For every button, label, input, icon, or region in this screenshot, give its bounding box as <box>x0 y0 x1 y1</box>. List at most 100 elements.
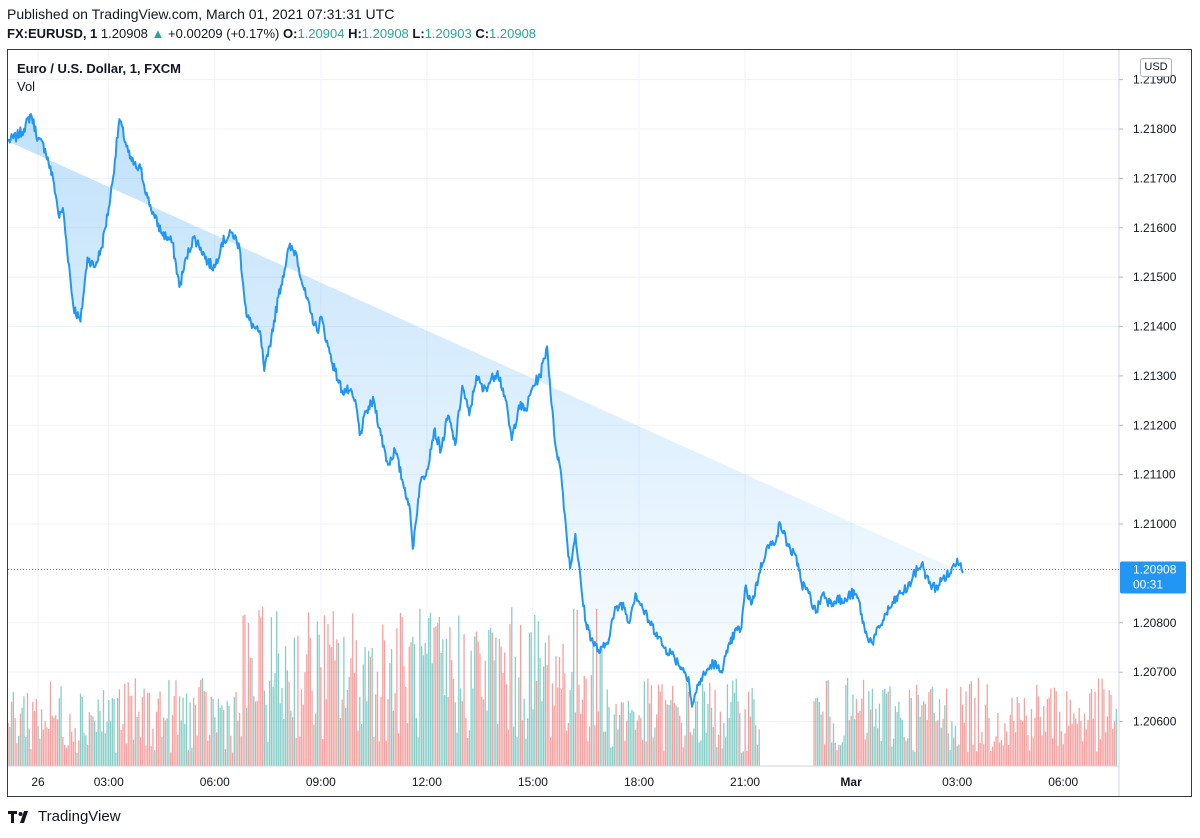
volume-bar <box>1043 705 1045 766</box>
volume-bar <box>903 737 905 766</box>
volume-bar <box>818 701 820 766</box>
volume-bar <box>896 711 898 766</box>
footer-brand[interactable]: TradingView <box>7 807 121 825</box>
volume-bar <box>352 613 354 766</box>
volume-bar <box>894 706 896 766</box>
volume-bar <box>493 660 495 766</box>
volume-bar <box>438 616 440 766</box>
volume-bar <box>295 737 297 766</box>
volume-bar <box>62 736 64 766</box>
volume-bar <box>1090 688 1093 766</box>
volume-bar <box>106 721 108 766</box>
volume-bar <box>583 675 585 766</box>
volume-bar <box>417 737 419 766</box>
volume-bar <box>249 657 251 766</box>
volume-bar <box>843 735 845 766</box>
volume-bar <box>747 691 750 766</box>
volume-bar <box>597 711 600 766</box>
volume-bar <box>281 687 283 766</box>
volume-bar <box>401 616 403 766</box>
volume-bar <box>307 612 310 766</box>
volume-bar <box>228 705 230 766</box>
volume-bar <box>187 750 189 766</box>
volume-bar <box>585 678 587 766</box>
volume-bar <box>1052 738 1054 766</box>
volume-bar <box>161 736 163 766</box>
volume-bar <box>327 624 329 766</box>
volume-bar <box>1034 717 1036 766</box>
volume-bar <box>270 617 273 766</box>
close-value: 1.20908 <box>489 26 537 41</box>
volume-bar <box>555 656 557 766</box>
price-badge-bg <box>1120 561 1186 594</box>
volume-bar <box>732 680 734 766</box>
volume-bar <box>1030 709 1033 766</box>
volume-bar <box>1097 678 1100 766</box>
x-tick-label: 03:00 <box>94 775 124 789</box>
volume-bar <box>664 700 667 766</box>
volume-bar <box>730 701 732 766</box>
volume-bar <box>634 729 637 766</box>
volume-bar <box>405 686 407 766</box>
volume-bar <box>1048 697 1050 766</box>
volume-bar <box>960 686 962 766</box>
volume-bar <box>742 751 744 766</box>
volume-bar <box>337 643 340 766</box>
volume-bar <box>838 744 840 766</box>
volume-bar <box>574 712 577 766</box>
volume-bar <box>429 612 432 766</box>
volume-bar <box>157 698 159 766</box>
volume-bar <box>380 696 382 766</box>
volume-bar <box>212 698 214 766</box>
volume-bar <box>76 752 78 766</box>
chart-frame <box>7 49 1192 797</box>
volume-bar <box>915 684 918 766</box>
volume-bar <box>631 709 633 766</box>
volume-bar <box>1036 684 1038 766</box>
volume-bar <box>627 700 630 766</box>
volume-bar <box>159 691 161 766</box>
volume-bar <box>721 748 723 766</box>
volume-bar <box>422 655 425 766</box>
volume-bar <box>205 692 207 766</box>
volume-bar <box>74 728 76 766</box>
volume-bar <box>882 690 884 766</box>
volume-bar <box>990 751 992 766</box>
volume-bar <box>707 703 709 766</box>
volume-bar <box>332 611 334 766</box>
high-value: 1.20908 <box>361 26 409 41</box>
volume-bar <box>663 750 665 766</box>
volume-bar <box>965 691 967 766</box>
volume-bar <box>48 729 50 766</box>
volume-bar <box>733 692 736 766</box>
volume-bar <box>557 687 559 766</box>
volume-bar <box>922 701 925 766</box>
volume-bar <box>284 646 287 766</box>
volume-bar <box>1013 720 1015 766</box>
volume-bar <box>325 699 327 766</box>
x-tick-label: 06:00 <box>200 775 230 789</box>
volume-bar <box>507 729 509 766</box>
volume-bar <box>171 715 174 766</box>
currency-badge[interactable]: USD <box>1140 58 1172 77</box>
volume-bar <box>104 733 106 766</box>
volume-bar <box>831 742 833 766</box>
volume-bar <box>316 621 319 766</box>
volume-bar <box>143 688 145 766</box>
volume-bar <box>564 673 566 766</box>
volume-bar <box>348 676 350 766</box>
volume-bar <box>527 718 529 766</box>
volume-bar <box>440 652 442 766</box>
volume-bar <box>560 689 562 766</box>
volume-bar <box>141 696 144 766</box>
volume-bar <box>504 652 506 766</box>
volume-bar <box>382 624 384 766</box>
volume-bar <box>1089 693 1091 766</box>
volume-bar <box>353 672 356 766</box>
volume-bar <box>203 690 205 766</box>
volume-bar <box>587 741 589 766</box>
volume-bar <box>942 718 944 766</box>
volume-bar <box>606 689 608 766</box>
volume-bar <box>224 749 227 766</box>
